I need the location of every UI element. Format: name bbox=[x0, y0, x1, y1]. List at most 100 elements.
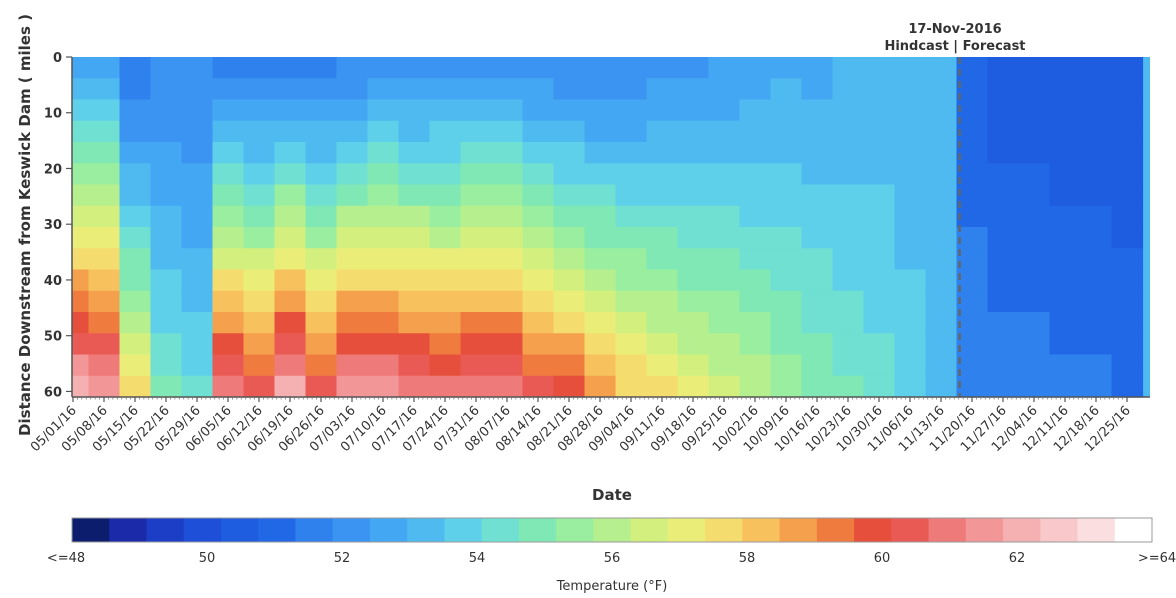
heatmap-cell bbox=[367, 375, 400, 398]
heatmap-cell bbox=[677, 184, 710, 207]
heatmap-cell bbox=[305, 290, 338, 313]
heatmap-cell bbox=[584, 227, 617, 249]
heatmap-cell bbox=[429, 248, 462, 271]
heatmap-cell bbox=[88, 290, 121, 313]
heatmap-cell bbox=[119, 290, 152, 313]
heatmap-cell bbox=[770, 354, 803, 377]
heatmap-cell bbox=[72, 142, 90, 164]
heatmap-cell bbox=[584, 312, 617, 334]
heatmap-cell bbox=[336, 142, 369, 164]
heatmap-cell bbox=[1018, 142, 1051, 164]
heatmap-cell bbox=[646, 269, 679, 292]
heatmap-cell bbox=[584, 269, 617, 292]
heatmap-cell bbox=[212, 290, 245, 313]
heatmap-cell bbox=[708, 205, 741, 228]
heatmap-cell bbox=[274, 120, 307, 143]
heatmap-cell bbox=[894, 99, 927, 122]
heatmap-cell bbox=[491, 184, 524, 207]
heatmap-cell bbox=[925, 163, 958, 186]
heatmap-cell bbox=[150, 354, 183, 377]
heatmap-cell bbox=[708, 375, 741, 398]
heatmap-cell bbox=[1080, 205, 1113, 228]
heatmap-cell bbox=[460, 269, 493, 292]
heatmap-cell bbox=[212, 120, 245, 143]
heatmap-cell bbox=[305, 312, 338, 334]
heatmap-cell bbox=[181, 163, 214, 186]
heatmap-cell bbox=[646, 184, 679, 207]
heatmap-cell bbox=[181, 227, 214, 249]
heatmap-cell bbox=[801, 78, 834, 101]
heatmap-cell bbox=[863, 120, 896, 143]
heatmap-cell bbox=[863, 333, 896, 356]
heatmap-cell bbox=[367, 57, 400, 79]
heatmap-cell bbox=[305, 205, 338, 228]
x-axis-title: Date bbox=[592, 486, 632, 504]
heatmap-cell bbox=[522, 163, 555, 186]
heatmap-cell bbox=[1111, 375, 1144, 398]
heatmap-cell bbox=[1111, 163, 1144, 186]
heatmap-cell bbox=[522, 184, 555, 207]
heatmap-cell bbox=[894, 142, 927, 164]
heatmap-cell bbox=[305, 163, 338, 186]
heatmap-cell bbox=[770, 120, 803, 143]
heatmap-cell bbox=[739, 333, 772, 356]
heatmap-cell bbox=[212, 163, 245, 186]
heatmap-cell bbox=[243, 184, 276, 207]
colorbar-swatch bbox=[518, 518, 557, 542]
heatmap-cell bbox=[460, 142, 493, 164]
y-axis: 0 10 20 30 40 50 60 bbox=[44, 51, 73, 400]
annotation-hindcast-forecast: Hindcast | Forecast bbox=[884, 39, 1025, 54]
heatmap-cell bbox=[1018, 333, 1051, 356]
heatmap-cell bbox=[987, 99, 1020, 122]
heatmap-cell bbox=[894, 375, 927, 398]
heatmap-cell bbox=[491, 99, 524, 122]
heatmap-cell bbox=[1080, 269, 1113, 292]
heatmap-cell bbox=[677, 333, 710, 356]
heatmap-cell bbox=[274, 312, 307, 334]
heatmap-cell bbox=[243, 57, 276, 79]
heatmap-cell bbox=[801, 227, 834, 249]
heatmap-cell bbox=[770, 205, 803, 228]
heatmap-cell bbox=[460, 205, 493, 228]
heatmap-cell bbox=[522, 354, 555, 377]
heatmap-cell bbox=[274, 57, 307, 79]
heatmap-cell bbox=[677, 120, 710, 143]
heatmap-cell bbox=[181, 78, 214, 101]
heatmap-cell bbox=[956, 184, 989, 207]
heatmap-cell bbox=[119, 57, 152, 79]
heatmap-cell bbox=[832, 184, 865, 207]
heatmap-cell bbox=[305, 120, 338, 143]
heatmap-cell bbox=[584, 184, 617, 207]
heatmap-cell bbox=[646, 120, 679, 143]
heatmap-cell bbox=[305, 184, 338, 207]
heatmap-cell bbox=[801, 375, 834, 398]
y-tick-label: 40 bbox=[44, 274, 62, 289]
heatmap-cell bbox=[584, 333, 617, 356]
heatmap-cell bbox=[553, 312, 586, 334]
heatmap-cell bbox=[88, 78, 121, 101]
heatmap-cell bbox=[615, 184, 648, 207]
heatmap-cell bbox=[274, 248, 307, 271]
heatmap-cell bbox=[491, 78, 524, 101]
heatmap-cell bbox=[274, 290, 307, 313]
heatmap-cell bbox=[243, 375, 276, 398]
colorbar-swatch bbox=[369, 518, 408, 542]
heatmap-cell bbox=[646, 312, 679, 334]
heatmap-cell bbox=[212, 78, 245, 101]
heatmap-cell bbox=[615, 57, 648, 79]
heatmap-cell bbox=[832, 120, 865, 143]
heatmap-cell bbox=[336, 205, 369, 228]
heatmap-cell bbox=[243, 333, 276, 356]
heatmap-cell bbox=[956, 312, 989, 334]
heatmap-cell bbox=[522, 333, 555, 356]
heatmap-cell bbox=[305, 333, 338, 356]
heatmap-cell bbox=[460, 78, 493, 101]
colorbar-swatch bbox=[854, 518, 892, 542]
colorbar-title: Temperature (°F) bbox=[556, 579, 668, 594]
heatmap-cell bbox=[708, 312, 741, 334]
heatmap-cell bbox=[398, 333, 431, 356]
heatmap-cell bbox=[72, 120, 90, 143]
heatmap-cell bbox=[770, 248, 803, 271]
heatmap-cell bbox=[460, 99, 493, 122]
colorbar-swatch bbox=[816, 518, 855, 542]
